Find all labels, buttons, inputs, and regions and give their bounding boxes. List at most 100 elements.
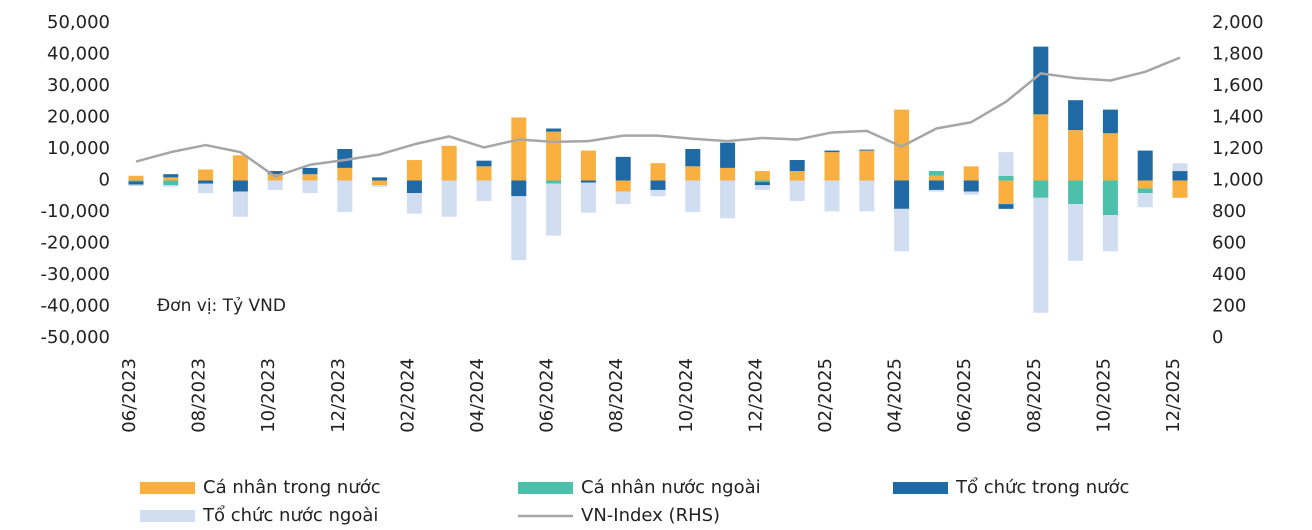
bar (685, 166, 701, 181)
bar (1068, 130, 1084, 181)
bar (1172, 171, 1188, 181)
bar (546, 131, 562, 181)
x-tick-label: 12/2024 (745, 358, 766, 433)
line (135, 56, 1181, 178)
bar (1172, 180, 1188, 198)
bar (1033, 46, 1049, 115)
legend-swatch (140, 482, 195, 494)
bar (928, 171, 944, 176)
bar (128, 181, 144, 185)
bar (754, 185, 770, 190)
bar (337, 180, 353, 212)
bar (615, 156, 631, 181)
y-tick-label: 20,000 (47, 107, 110, 128)
bar (928, 189, 944, 192)
bar (789, 171, 805, 181)
bar (824, 180, 840, 212)
bar (128, 180, 144, 182)
y-tick-label: -50,000 (41, 327, 110, 348)
y-tick-label: 50,000 (47, 12, 110, 33)
x-tick-label: 10/2023 (258, 358, 279, 433)
bar (337, 149, 353, 168)
y2-tick-label: 2,000 (1212, 12, 1264, 33)
bar (441, 145, 457, 181)
x-tick-label: 12/2023 (328, 358, 349, 433)
bar (198, 169, 214, 181)
bar (650, 163, 666, 181)
bar (580, 182, 596, 213)
bar (511, 180, 527, 197)
legend-swatch (893, 482, 948, 494)
x-tick-label: 08/2025 (1024, 358, 1045, 433)
bar (998, 204, 1014, 209)
bar (754, 171, 770, 181)
bar (685, 149, 701, 167)
y2-tick-label: 600 (1212, 233, 1246, 254)
bar (720, 142, 736, 168)
y2-tick-label: 200 (1212, 296, 1246, 317)
y2-tick-label: 1,200 (1212, 138, 1264, 159)
y-tick-label: 0 (99, 170, 110, 191)
bar (824, 152, 840, 181)
bar (1033, 114, 1049, 181)
bar (163, 174, 179, 178)
annotation: Đơn vị: Tỷ VND (157, 296, 286, 316)
bar (511, 196, 527, 261)
bar (232, 191, 248, 217)
bar (302, 167, 318, 175)
y-tick-label: -30,000 (41, 264, 110, 285)
bar (1068, 180, 1084, 205)
bar (789, 160, 805, 172)
bar (476, 180, 492, 201)
y2-tick-label: 800 (1212, 201, 1246, 222)
bar (580, 180, 596, 183)
bar (511, 117, 527, 181)
y-tick-label: 40,000 (47, 44, 110, 65)
bar (859, 180, 875, 212)
bar (1068, 100, 1084, 131)
y2-tick-label: 0 (1212, 327, 1223, 348)
bar (1033, 180, 1049, 198)
y-tick-label: -40,000 (41, 296, 110, 317)
x-tick-label: 04/2025 (885, 358, 906, 433)
y-tick-label: 30,000 (47, 75, 110, 96)
bar (1137, 188, 1153, 194)
legend-swatch (140, 510, 195, 522)
bar (1102, 215, 1118, 252)
bar (963, 191, 979, 195)
y2-tick-label: 1,400 (1212, 107, 1264, 128)
bar (1068, 204, 1084, 261)
bar (163, 185, 179, 187)
bar (928, 180, 944, 190)
bar (406, 180, 422, 194)
y2-tick-label: 1,000 (1212, 170, 1264, 191)
bar (198, 180, 214, 184)
bar (789, 180, 805, 201)
bar (685, 180, 701, 212)
bar (1172, 163, 1188, 172)
legend-label: Cá nhân nước ngoài (581, 477, 761, 498)
bar (894, 208, 910, 252)
bar (615, 191, 631, 205)
bar (232, 155, 248, 181)
bar (476, 160, 492, 167)
bar (546, 180, 562, 184)
bar (441, 180, 457, 217)
bar (1102, 133, 1118, 181)
bar (406, 193, 422, 214)
bar (406, 160, 422, 181)
y2-tick-label: 400 (1212, 264, 1246, 285)
legend-swatch (518, 482, 573, 494)
bar (372, 177, 388, 181)
x-tick-label: 06/2024 (537, 358, 558, 433)
x-tick-label: 12/2025 (1163, 358, 1184, 433)
bar (859, 149, 875, 151)
bar (163, 177, 179, 181)
y-tick-label: -10,000 (41, 201, 110, 222)
bar (720, 180, 736, 219)
bar (128, 175, 144, 181)
bar (998, 152, 1014, 176)
bar (337, 167, 353, 181)
bar (754, 180, 770, 183)
